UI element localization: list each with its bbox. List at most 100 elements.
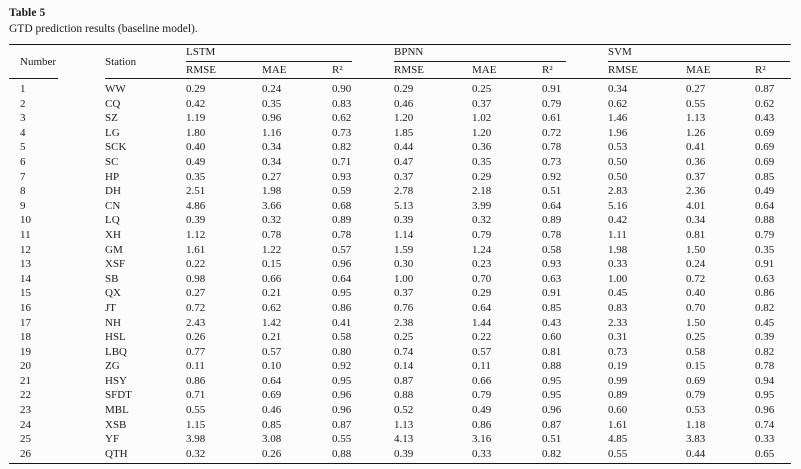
cell-lstm-rmse: 0.35 (186, 170, 206, 183)
cell-svm-rmse: 0.62 (608, 97, 628, 110)
cell-station: QTH (105, 446, 186, 465)
cell-number: 16 (20, 301, 31, 314)
metric-header-bpnn-mae: MAE (472, 62, 542, 79)
cell-lstm-r2: 0.95 (332, 287, 352, 300)
cell-station: HP (105, 170, 120, 183)
cell-svm-rmse: 1.98 (608, 243, 628, 256)
cell-svm-r2: 0.82 (755, 301, 775, 314)
cell-bpnn-mae: 1.44 (472, 316, 492, 329)
cell-station: XH (105, 228, 121, 241)
cell-lstm-rmse: 2.51 (186, 185, 206, 198)
cell-lstm-r2: 0.78 (332, 228, 352, 241)
cell-svm-mae: 0.55 (686, 97, 706, 110)
cell-lstm-rmse: 3.98 (186, 433, 206, 446)
cell-svm-r2: 0.96 (755, 404, 775, 417)
table-title: Table 5 (9, 7, 46, 19)
cell-lstm-rmse: 0.27 (186, 287, 206, 300)
cell-station: CQ (105, 97, 121, 110)
cell-svm-rmse: 0.31 (608, 331, 628, 344)
cell-bpnn-mae: 1.24 (472, 243, 492, 256)
cell-bpnn-mae: 0.29 (472, 170, 492, 183)
metric-header-bpnn-rmse: RMSE (394, 62, 472, 79)
cell-svm-mae: 1.50 (686, 316, 706, 329)
cell-lstm-r2: 0.82 (332, 141, 352, 154)
cell-lstm-r2: 0.83 (332, 97, 352, 110)
cell-svm-rmse: 0.45 (608, 287, 628, 300)
cell-svm-r2: 0.79 (755, 228, 775, 241)
cell-bpnn-rmse: 1.14 (394, 228, 414, 241)
cell-bpnn-r2: 0.64 (542, 199, 562, 212)
cell-lstm-r2: 0.87 (332, 418, 352, 431)
cell-bpnn-rmse: 0.47 (394, 155, 414, 168)
cell-bpnn-mae: 0.29 (472, 287, 492, 300)
cell-lstm-mae: 1.16 (262, 126, 282, 139)
cell-station: WW (105, 83, 126, 95)
cell-station: NH (105, 316, 121, 329)
cell-lstm-rmse: 1.19 (186, 112, 206, 125)
cell-number: 18 (20, 331, 31, 344)
cell-lstm-rmse: 0.86 (186, 374, 206, 387)
cell-svm-r2: 0.49 (755, 185, 775, 198)
cell-lstm-rmse: 0.11 (186, 360, 205, 373)
cell-svm-rmse: 0.53 (608, 141, 628, 154)
cell-bpnn-rmse: 1.59 (394, 243, 414, 256)
cell-svm-r2: 0.88 (755, 214, 775, 227)
cell-svm-rmse: 0.83 (608, 301, 628, 314)
cell-svm-mae: 1.50 (686, 243, 706, 256)
cell-station: JT (105, 301, 116, 314)
cell-bpnn-mae: 0.11 (472, 360, 491, 373)
cell-bpnn-mae: 2.18 (472, 185, 492, 198)
cell-bpnn-r2: 0.51 (542, 185, 562, 198)
cell-lstm-mae: 0.34 (262, 155, 282, 168)
cell-svm-mae: 0.53 (686, 404, 706, 417)
cell-svm-mae: 0.41 (686, 141, 706, 154)
cell-station: XSB (105, 418, 127, 431)
cell-lstm-mae: 0.46 (262, 404, 282, 417)
cell-bpnn-mae: 0.37 (472, 97, 492, 110)
cell-bpnn-rmse: 5.13 (394, 199, 414, 212)
cell-number: 15 (20, 287, 31, 300)
column-header-station: Station (105, 44, 186, 79)
cell-bpnn-mae: 0.35 (472, 155, 492, 168)
cell-bpnn-mae: 0.79 (472, 389, 492, 402)
table-row: 15 QX 0.27 0.21 0.95 0.37 0.29 0.91 0.45… (9, 286, 791, 301)
cell-station: LG (105, 126, 120, 139)
cell-svm-mae: 0.37 (686, 170, 706, 183)
cell-number: 2 (20, 97, 26, 110)
cell-svm-mae: 0.69 (686, 374, 706, 387)
cell-lstm-rmse: 0.39 (186, 214, 206, 227)
cell-bpnn-rmse: 0.87 (394, 374, 414, 387)
cell-bpnn-mae: 0.32 (472, 214, 492, 227)
cell-lstm-rmse: 0.71 (186, 389, 206, 402)
cell-svm-rmse: 5.16 (608, 199, 628, 212)
cell-lstm-mae: 0.78 (262, 228, 282, 241)
table-row: 22 SFDT 0.71 0.69 0.96 0.88 0.79 0.95 0.… (9, 388, 791, 403)
cell-station: SC (105, 155, 119, 168)
cell-lstm-mae: 0.10 (262, 360, 282, 373)
cell-bpnn-mae: 0.23 (472, 258, 492, 271)
table-row: 23 MBL 0.55 0.46 0.96 0.52 0.49 0.96 0.6… (9, 403, 791, 418)
table-row: 2 CQ 0.42 0.35 0.83 0.46 0.37 0.79 0.62 … (9, 97, 791, 112)
cell-number: 14 (20, 272, 31, 285)
cell-number: 17 (20, 316, 31, 329)
cell-svm-r2: 0.69 (755, 141, 775, 154)
cell-station: GM (105, 243, 123, 256)
table-row: 6 SC 0.49 0.34 0.71 0.47 0.35 0.73 0.50 … (9, 155, 791, 170)
table-row: 16 JT 0.72 0.62 0.86 0.76 0.64 0.85 0.83… (9, 301, 791, 316)
cell-lstm-r2: 0.80 (332, 345, 352, 358)
table-row: 8 DH 2.51 1.98 0.59 2.78 2.18 0.51 2.83 … (9, 184, 791, 199)
cell-bpnn-r2: 0.58 (542, 243, 562, 256)
cell-bpnn-mae: 3.16 (472, 433, 492, 446)
cell-svm-mae: 4.01 (686, 199, 706, 212)
table-row: 13 XSF 0.22 0.15 0.96 0.30 0.23 0.93 0.3… (9, 257, 791, 272)
cell-lstm-rmse: 1.80 (186, 126, 206, 139)
metric-header-bpnn-r2: R² (542, 62, 608, 79)
cell-bpnn-rmse: 0.25 (394, 331, 414, 344)
cell-bpnn-rmse: 0.14 (394, 360, 414, 373)
cell-lstm-rmse: 0.72 (186, 301, 206, 314)
cell-bpnn-rmse: 0.76 (394, 301, 414, 314)
cell-bpnn-rmse: 0.37 (394, 170, 414, 183)
cell-bpnn-r2: 0.73 (542, 155, 562, 168)
cell-bpnn-r2: 0.72 (542, 126, 562, 139)
cell-number: 9 (20, 199, 26, 212)
